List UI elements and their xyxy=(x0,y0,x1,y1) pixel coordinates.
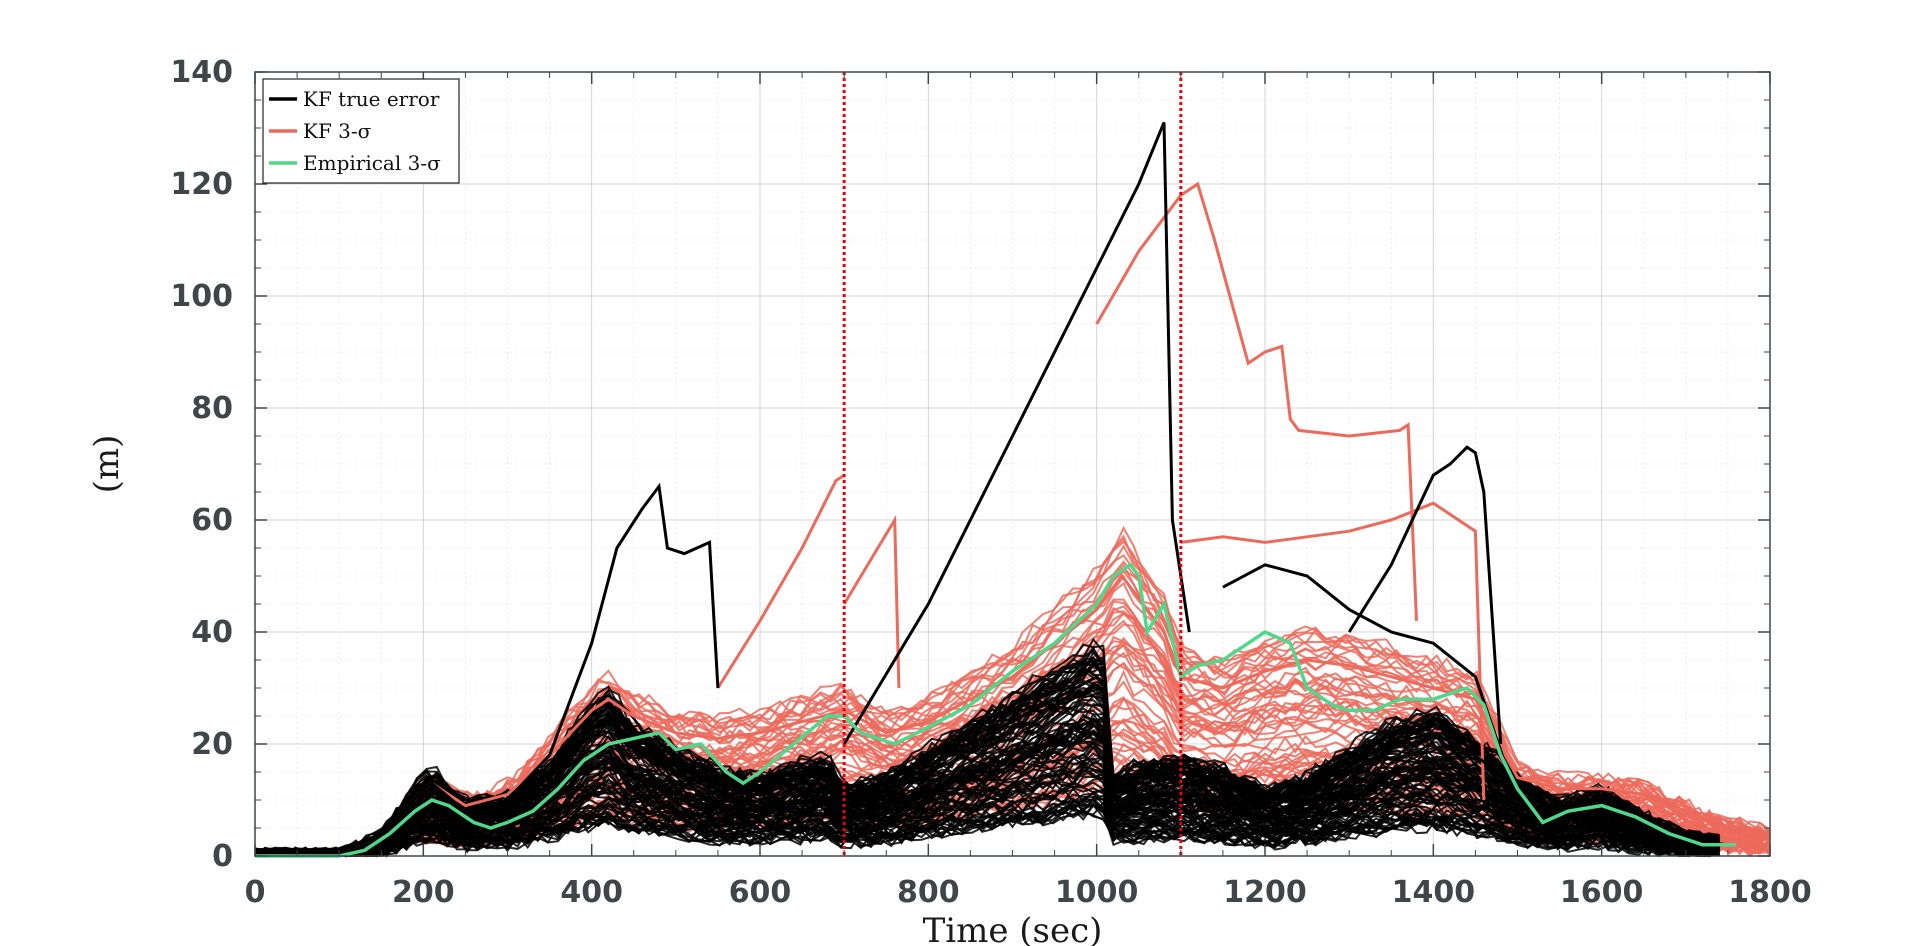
x-tick-label: 1400 xyxy=(1392,875,1476,910)
x-tick-label: 800 xyxy=(897,875,960,910)
y-tick-label: 120 xyxy=(170,167,233,202)
kf-3sigma-line xyxy=(716,473,846,689)
y-tick-label: 20 xyxy=(191,727,233,762)
x-tick-label: 1000 xyxy=(1055,875,1139,910)
kf-true-error-line xyxy=(254,745,1721,858)
x-axis-title: Time (sec) xyxy=(923,911,1103,946)
y-tick-labels: 0 20 40 60 80 100 120 140 xyxy=(170,55,233,874)
legend-label: KF true error xyxy=(303,87,440,111)
y-tick-label: 80 xyxy=(191,391,233,426)
kf-true-error-line xyxy=(254,643,1720,857)
y-axis-title: (m) xyxy=(87,435,127,494)
kf-true-error-line xyxy=(254,809,1720,858)
empirical-3sigma-line xyxy=(255,562,1737,858)
x-tick-label: 1200 xyxy=(1223,875,1307,910)
x-tick-labels: 0 200 400 600 800 1000 1200 1400 1600 1800 xyxy=(245,875,1812,910)
kf-true-error-line xyxy=(254,722,1720,857)
legend-label: KF 3-σ xyxy=(303,119,372,143)
kf-true-error-line xyxy=(254,769,1721,858)
y-tick-label: 40 xyxy=(191,615,233,650)
y-tick-label: 60 xyxy=(191,503,233,538)
x-tick-label: 400 xyxy=(560,875,623,910)
y-tick-label: 100 xyxy=(170,279,233,314)
vertical-markers xyxy=(842,72,1183,856)
kf-3sigma-line xyxy=(255,554,1771,858)
kf-3sigma-line xyxy=(1095,181,1418,621)
legend-label: Empirical 3-σ xyxy=(303,151,441,175)
kf-true-error-line xyxy=(255,701,1721,858)
kf-3sigma-line xyxy=(254,534,1771,858)
kf-true-error-line xyxy=(254,682,1721,858)
kf-3sigma-line xyxy=(842,514,901,689)
grid xyxy=(254,71,1771,857)
x-tick-label: 0 xyxy=(245,875,266,910)
data-lines xyxy=(254,121,1771,858)
kf-3sigma-line xyxy=(1180,501,1486,801)
kf-3sigma-line xyxy=(254,540,1771,858)
kf-true-error-line xyxy=(842,121,1191,745)
kf-true-error-line xyxy=(1347,445,1503,745)
y-tick-label: 0 xyxy=(212,839,233,874)
kf-true-error-line xyxy=(254,720,1720,858)
kf-true-error-line xyxy=(254,660,1720,858)
legend: KF true error KF 3-σ Empirical 3-σ xyxy=(262,78,460,184)
x-tick-label: 1600 xyxy=(1560,875,1644,910)
kf-true-error-line xyxy=(506,482,720,802)
x-tick-label: 1800 xyxy=(1728,875,1812,910)
y-tick-label: 140 xyxy=(170,55,233,90)
x-tick-label: 600 xyxy=(729,875,792,910)
x-tick-label: 200 xyxy=(392,875,455,910)
kf-true-error-line xyxy=(1222,563,1519,801)
legend-items: KF true error KF 3-σ Empirical 3-σ xyxy=(269,87,441,175)
kf-true-error-line xyxy=(255,674,1729,858)
axis-ticks xyxy=(254,71,1771,857)
kf-true-error-line xyxy=(254,808,1721,858)
